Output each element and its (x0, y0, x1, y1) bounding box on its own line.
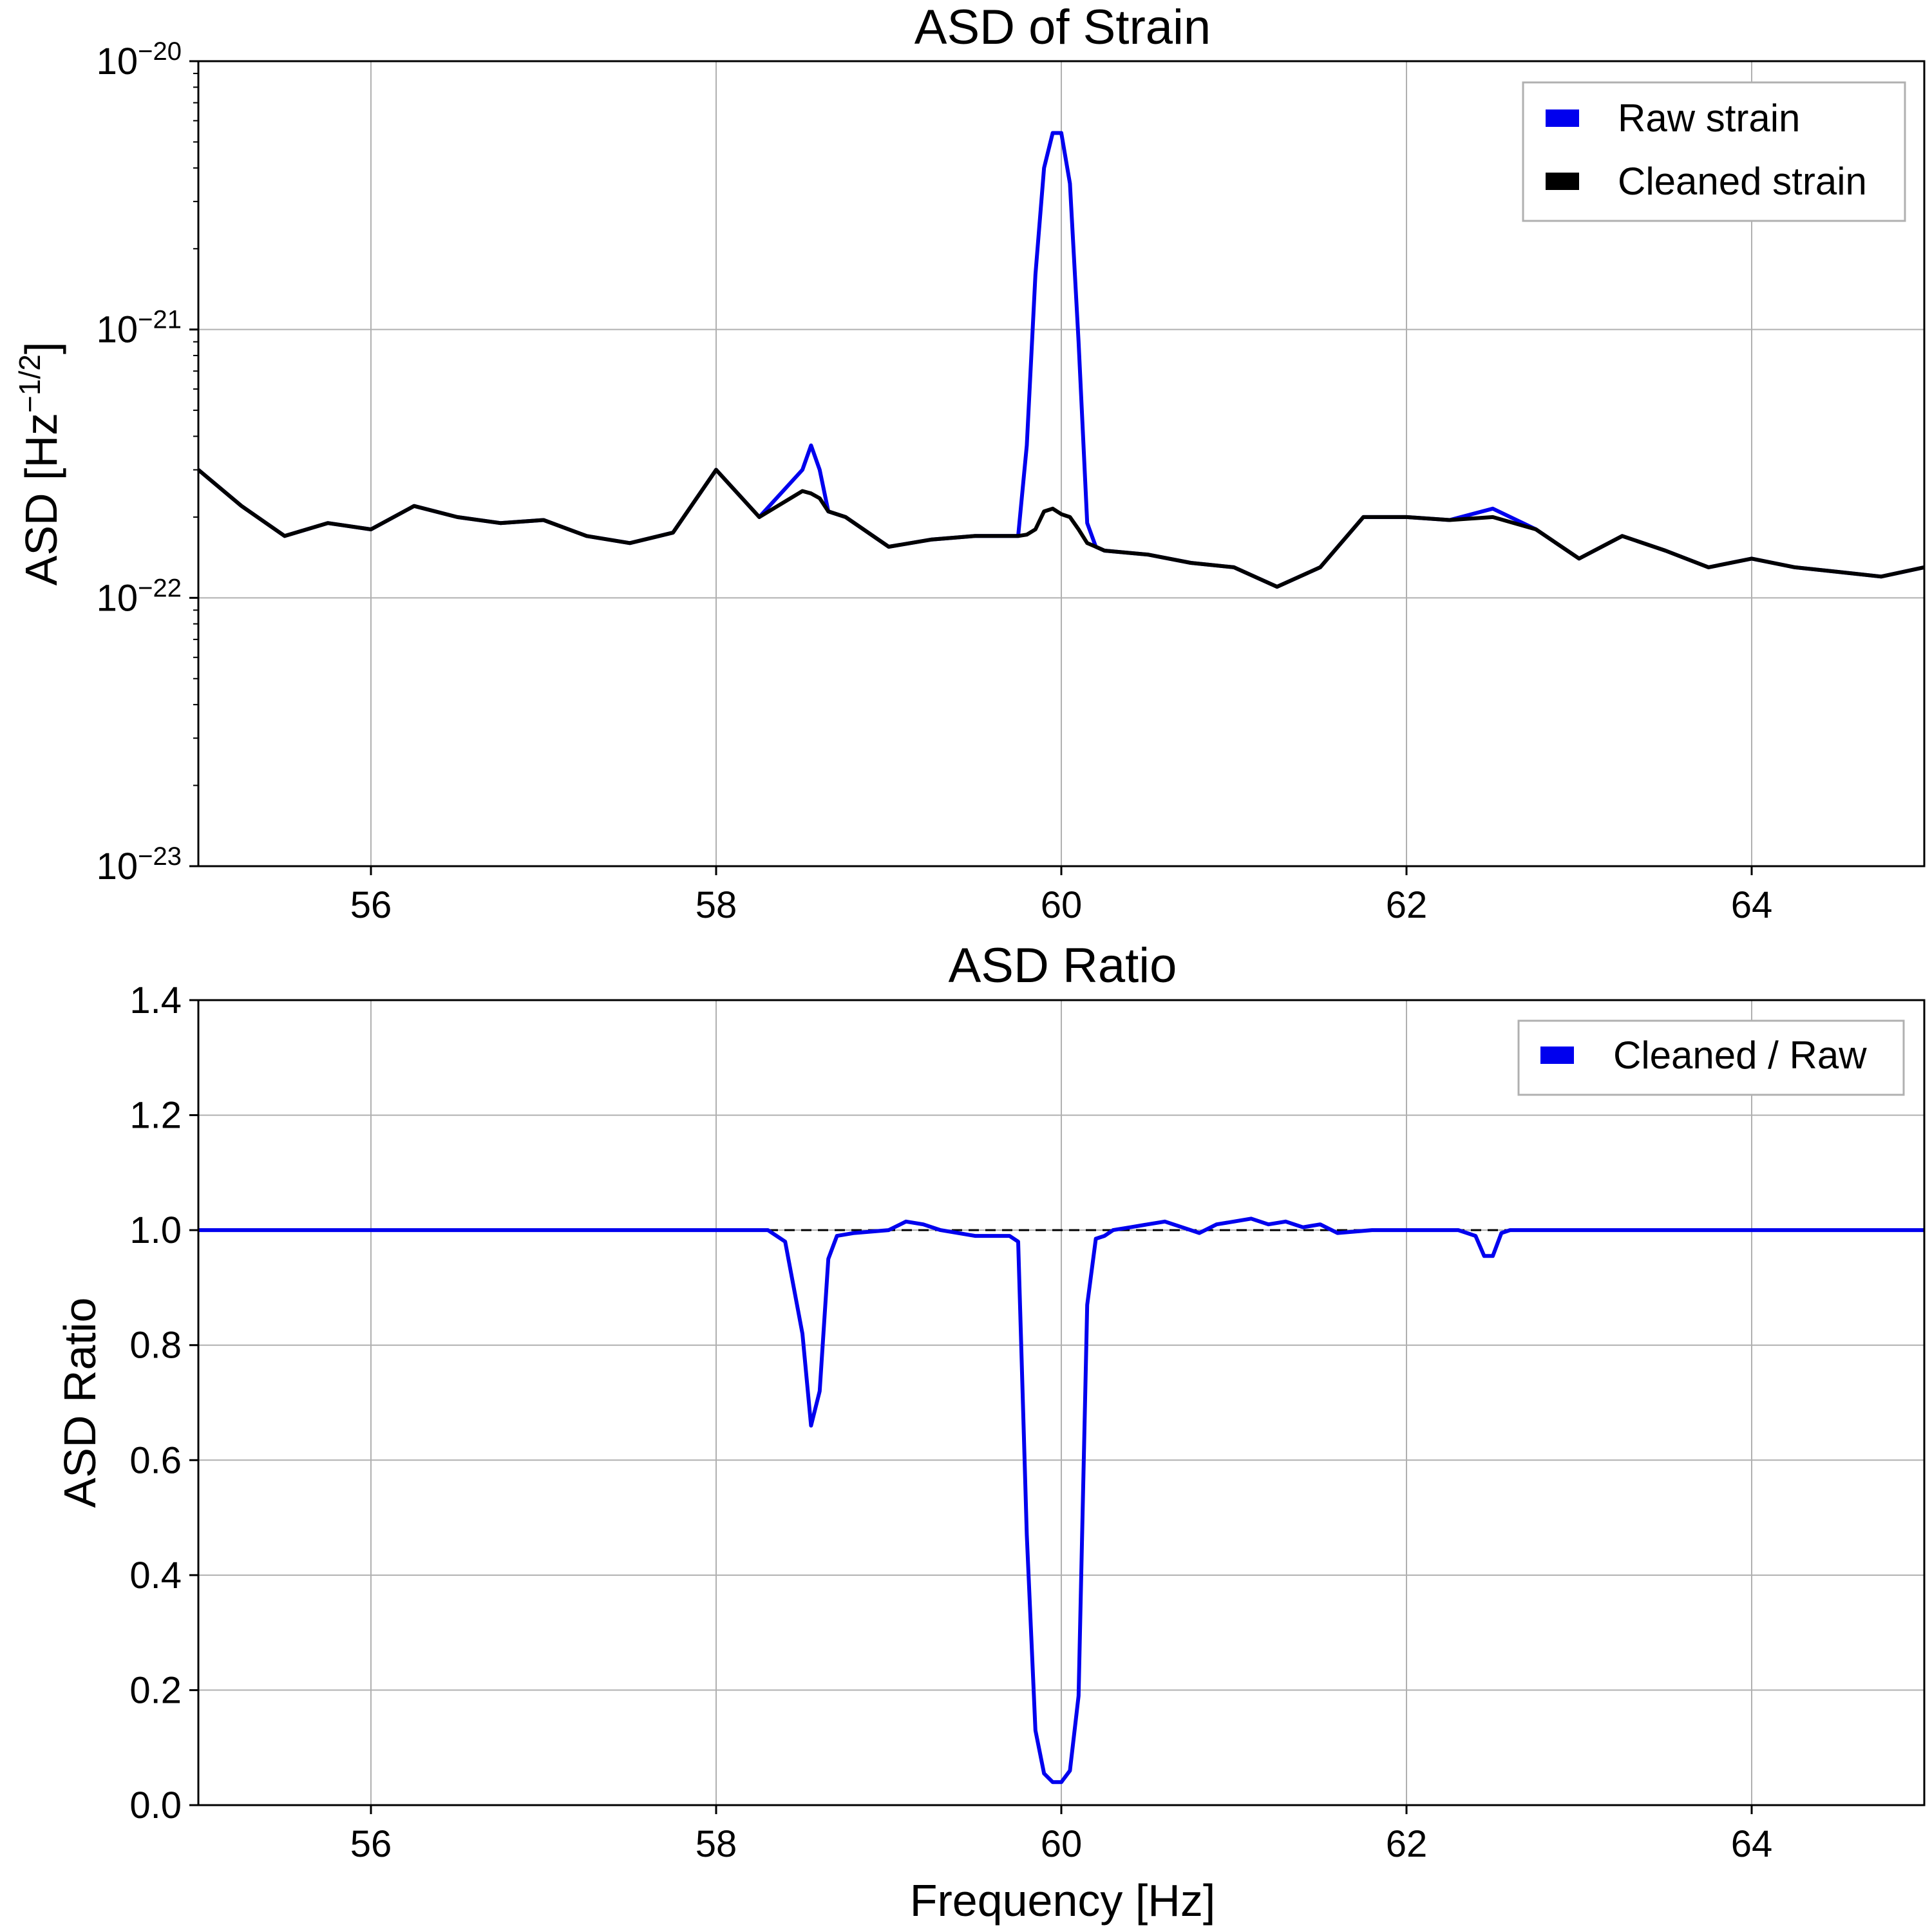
bottom-chart: ASD Ratio 0.0 0.2 0.4 0.6 0.8 1.0 1.2 1.4 56 58 6… (55, 938, 1926, 1926)
top-legend-box (1522, 81, 1906, 222)
top-chart-title: ASD of Strain (914, 0, 1211, 55)
bottom-x-tick-label: 62 (1386, 1823, 1428, 1865)
top-x-tick-label: 56 (350, 884, 392, 926)
ratio-legend-label: Cleaned / Raw (1613, 1034, 1867, 1077)
bottom-y-axis-label: ASD Ratio (55, 1298, 105, 1508)
bottom-legend-box (1517, 1019, 1905, 1096)
bottom-x-ticks: 56 58 60 62 64 (350, 1805, 1773, 1865)
bottom-x-tick-label: 60 (1041, 1823, 1083, 1865)
top-y-axis-label: ASD [Hz−1/2] (13, 342, 66, 586)
top-y-tick-label: 10−23 (97, 842, 182, 887)
bottom-y-tick-label: 1.4 (129, 980, 182, 1021)
bottom-y-tick-label: 1.0 (129, 1209, 182, 1251)
top-x-ticks: 56 58 60 62 64 (350, 866, 1773, 926)
bottom-y-tick-label: 0.6 (129, 1439, 182, 1481)
top-x-tick-label: 58 (696, 884, 737, 926)
bottom-x-tick-label: 58 (696, 1823, 737, 1865)
bottom-y-tick-label: 0.4 (129, 1555, 182, 1596)
bottom-x-tick-label: 64 (1731, 1823, 1773, 1865)
bottom-y-tick-label: 0.0 (129, 1785, 182, 1826)
top-x-tick-label: 62 (1386, 884, 1428, 926)
bottom-legend: Cleaned / Raw (1517, 1019, 1905, 1096)
bottom-y-tick-label: 0.2 (129, 1669, 182, 1711)
bottom-y-ticks: 0.0 0.2 0.4 0.6 0.8 1.0 1.2 1.4 (129, 980, 198, 1826)
bottom-plot-frame (197, 999, 1926, 1806)
top-y-tick-label: 10−22 (97, 574, 182, 619)
bottom-y-tick-label: 1.2 (129, 1095, 182, 1137)
top-y-ticks: 10−20 10−21 10−22 10−23 (97, 37, 198, 887)
top-x-tick-label: 64 (1731, 884, 1773, 926)
cleaned-strain-legend-swatch (1546, 173, 1579, 190)
top-legend: Raw strain Cleaned strain (1522, 81, 1906, 222)
bottom-chart-title: ASD Ratio (949, 938, 1177, 993)
raw-strain-legend-swatch (1546, 109, 1579, 127)
ratio-legend-swatch (1540, 1046, 1574, 1064)
top-y-tick-label: 10−20 (97, 37, 182, 82)
bottom-x-axis-label: Frequency [Hz] (910, 1875, 1216, 1926)
cleaned-strain-legend-label: Cleaned strain (1618, 160, 1867, 203)
top-series (197, 131, 1925, 589)
top-x-tick-label: 60 (1041, 884, 1083, 926)
top-y-tick-label: 10−21 (97, 306, 182, 351)
top-chart: ASD of Strain 10−20 10−21 10−22 10−23 56 58 6… (13, 0, 1926, 926)
bottom-y-tick-label: 0.8 (129, 1325, 182, 1367)
cleaned-strain-line (197, 468, 1925, 589)
asd-ratio-line (198, 1217, 1924, 1785)
top-plot-frame (197, 60, 1926, 867)
raw-strain-legend-label: Raw strain (1618, 97, 1800, 140)
bottom-series (198, 1217, 1924, 1785)
bottom-x-tick-label: 56 (350, 1823, 392, 1865)
